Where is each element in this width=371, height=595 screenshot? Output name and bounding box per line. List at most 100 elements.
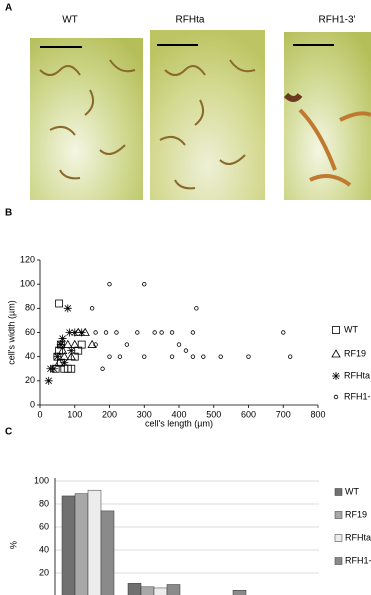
point <box>55 299 64 308</box>
bar <box>232 590 247 595</box>
point <box>190 354 196 359</box>
x-tick-label: 700 <box>276 409 291 419</box>
point <box>218 354 223 359</box>
bar <box>61 495 76 595</box>
y-axis-label: cell's width (µm) <box>6 300 16 364</box>
micrograph <box>283 32 371 200</box>
image-label: RFHta <box>176 15 205 26</box>
legend-swatch <box>334 557 343 565</box>
point <box>58 334 67 343</box>
bar <box>153 587 168 595</box>
point <box>44 376 53 385</box>
bar <box>74 493 89 595</box>
point <box>194 306 199 311</box>
point <box>183 348 189 353</box>
point <box>152 330 157 335</box>
y-tick-label: 20 <box>25 375 35 385</box>
point <box>176 342 182 347</box>
point <box>77 328 86 337</box>
bar <box>140 586 155 595</box>
x-tick-label: 100 <box>67 409 82 419</box>
bar <box>127 583 142 595</box>
bar <box>166 584 181 595</box>
point <box>67 346 76 355</box>
x-tick-label: 400 <box>171 409 186 419</box>
x-tick-label: 500 <box>206 409 221 419</box>
point <box>54 357 64 367</box>
point <box>135 330 140 335</box>
legend-swatch <box>334 534 343 542</box>
y-tick-label: 60 <box>39 521 49 531</box>
point <box>107 281 112 287</box>
point <box>142 354 147 359</box>
point <box>63 339 73 348</box>
point <box>124 342 130 347</box>
point <box>281 330 286 335</box>
legend-label: RFHta <box>345 532 371 542</box>
y-tick-label: 120 <box>20 254 35 264</box>
bar <box>87 489 102 595</box>
bar <box>100 510 115 595</box>
legend-label: WT <box>345 486 359 496</box>
legend-swatch <box>334 511 343 519</box>
point <box>70 339 80 348</box>
x-tick-label: 300 <box>137 409 152 419</box>
y-tick-label: 40 <box>25 351 35 361</box>
legend-label: RFHta <box>344 370 370 380</box>
point <box>89 306 95 311</box>
point <box>190 330 196 335</box>
point <box>332 372 340 380</box>
y-tick-label: 40 <box>39 544 49 554</box>
micrograph <box>150 30 265 200</box>
point <box>60 358 69 367</box>
point <box>70 328 79 337</box>
point <box>159 330 164 335</box>
legend-label: RF19 <box>345 509 367 519</box>
point <box>332 326 340 334</box>
point <box>142 281 147 287</box>
point <box>117 354 123 359</box>
image-label: RFH1-3' <box>319 15 356 26</box>
panel-label: B <box>5 208 12 219</box>
legend-label: WT <box>344 324 358 334</box>
panel-label: C <box>5 427 12 438</box>
point <box>93 342 98 347</box>
legend-swatch <box>334 488 343 496</box>
point <box>107 354 112 359</box>
point <box>65 328 74 337</box>
panel-label: A <box>5 3 12 14</box>
point <box>66 351 76 361</box>
point <box>169 354 175 359</box>
point <box>333 394 339 400</box>
y-tick-label: 20 <box>39 567 49 577</box>
y-tick-label: 100 <box>20 279 35 289</box>
image-label: WT <box>62 15 78 26</box>
x-tick-label: 600 <box>241 409 256 419</box>
legend-label: RFH1- <box>345 555 371 565</box>
point <box>100 366 105 371</box>
point <box>103 330 109 335</box>
y-tick-label: 100 <box>34 475 49 485</box>
x-tick-label: 800 <box>310 409 325 419</box>
point <box>53 352 62 361</box>
point <box>93 330 98 335</box>
y-tick-label: 80 <box>25 303 35 313</box>
point <box>169 330 175 335</box>
y-tick-label: 80 <box>39 498 49 508</box>
x-axis-label: cell's length (µm) <box>145 418 213 428</box>
point <box>246 354 251 359</box>
point <box>56 340 65 349</box>
legend-label: RF19 <box>344 348 366 358</box>
y-tick-label: 60 <box>25 327 35 337</box>
point <box>201 354 206 359</box>
point <box>288 354 293 359</box>
point <box>67 364 76 373</box>
plots: 0 20 40 60 80 100 120 0 100 200 300 400 500 600 700 800… <box>6 254 371 595</box>
micrograph <box>30 38 143 200</box>
point <box>80 327 90 336</box>
legend-label: RFH1- <box>344 391 371 401</box>
y-tick-label: 0 <box>30 399 35 409</box>
point <box>114 330 119 335</box>
